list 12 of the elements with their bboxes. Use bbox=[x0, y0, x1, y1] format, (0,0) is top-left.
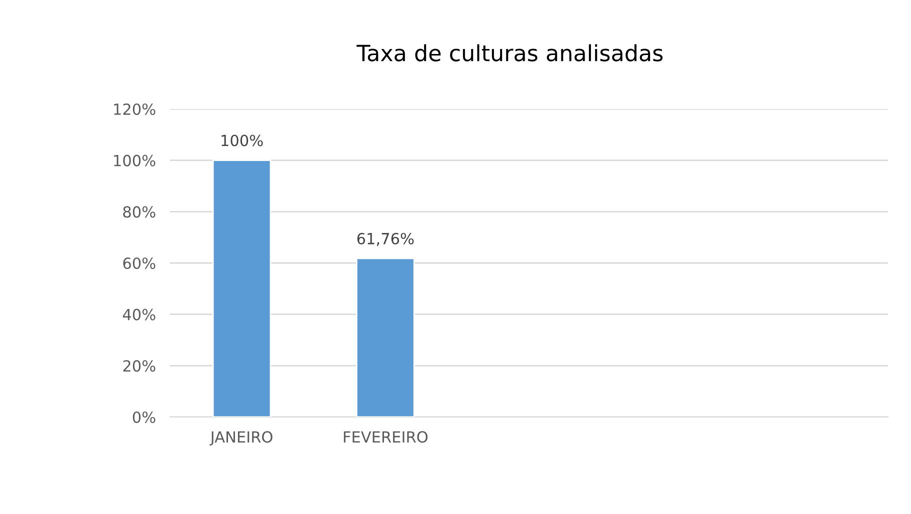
y-tick-label: 60% bbox=[123, 257, 156, 270]
y-tick-label: 120% bbox=[114, 103, 156, 116]
y-tick-label: 80% bbox=[123, 206, 156, 218]
y-tick-label: 100% bbox=[114, 154, 156, 166]
y-tick-label: 0% bbox=[132, 411, 156, 424]
x-tick-label: FEVEREIRO bbox=[344, 431, 428, 443]
data-label: 100% bbox=[222, 134, 263, 146]
chart-title: Taxa de culturas analisadas bbox=[356, 44, 663, 62]
y-tick-label: 40% bbox=[122, 308, 156, 320]
data-label: 61,76% bbox=[357, 232, 414, 246]
y-tick-label: 20% bbox=[123, 360, 156, 372]
x-tick-label: JANEIRO bbox=[210, 431, 272, 446]
